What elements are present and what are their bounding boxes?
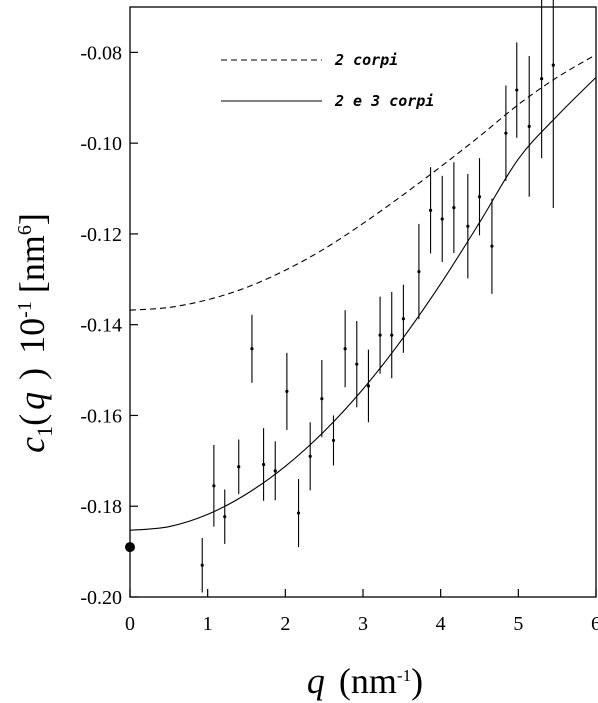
data-point [343, 347, 347, 351]
y-axis-ticks: -0.20 -0.18 -0.16 -0.14 -0.12 -0.10 -0.08 [80, 42, 138, 609]
data-point [401, 317, 405, 321]
curves [129, 54, 597, 531]
two-body-curve [129, 54, 597, 311]
data-point [551, 63, 555, 67]
x-tick-label: 1 [203, 613, 213, 635]
data-point [320, 397, 324, 401]
data-point [285, 389, 289, 394]
y-tick-label: -0.10 [80, 133, 122, 155]
two-three-body-curve [129, 76, 597, 531]
reference-point [125, 542, 135, 553]
x-tick-label: 3 [358, 613, 368, 635]
y-tick-label: -0.08 [80, 42, 122, 64]
data-point [378, 333, 382, 337]
error-bars [125, 0, 555, 593]
y-tick-label: -0.20 [80, 587, 122, 609]
data-point [390, 333, 394, 337]
x-tick-label: 2 [280, 613, 290, 635]
y-tick-label: -0.18 [80, 496, 122, 518]
data-point [250, 347, 254, 351]
data-point [504, 131, 508, 135]
data-point [477, 195, 482, 199]
y-tick-label: -0.14 [80, 315, 122, 337]
x-axis-label: q (nm-1) [307, 661, 423, 701]
legend-label: 2 e 3 corpi [334, 92, 434, 110]
y-axis-label: c1(q)10-1[nm6] [12, 213, 57, 453]
data-point [200, 563, 204, 567]
legend: 2 corpi 2 e 3 corpi [221, 51, 434, 110]
data-point [355, 362, 359, 366]
data-point [212, 484, 216, 488]
data-point [452, 206, 456, 210]
x-tick-label: 5 [513, 613, 523, 635]
data-point [527, 124, 531, 128]
data-point [296, 511, 301, 515]
data-point [466, 224, 470, 228]
data-point [428, 208, 433, 212]
x-axis-ticks: 0 1 2 3 4 5 6 [125, 589, 598, 635]
data-point [515, 88, 519, 92]
data-point [331, 438, 336, 443]
x-tick-label: 0 [125, 613, 135, 635]
data-point [540, 77, 544, 81]
data-point [237, 465, 241, 469]
data-point [308, 454, 312, 458]
data-point [273, 469, 277, 473]
y-tick-label: -0.16 [80, 405, 122, 427]
y-tick-label: -0.12 [80, 224, 122, 246]
x-tick-label: 6 [591, 613, 598, 635]
legend-label: 2 corpi [334, 51, 398, 69]
data-point [417, 269, 421, 274]
data-point [490, 244, 494, 248]
data-point [261, 462, 266, 467]
data-point [440, 217, 444, 221]
data-point [223, 515, 227, 519]
data-point [366, 384, 371, 388]
x-tick-label: 4 [436, 613, 446, 635]
